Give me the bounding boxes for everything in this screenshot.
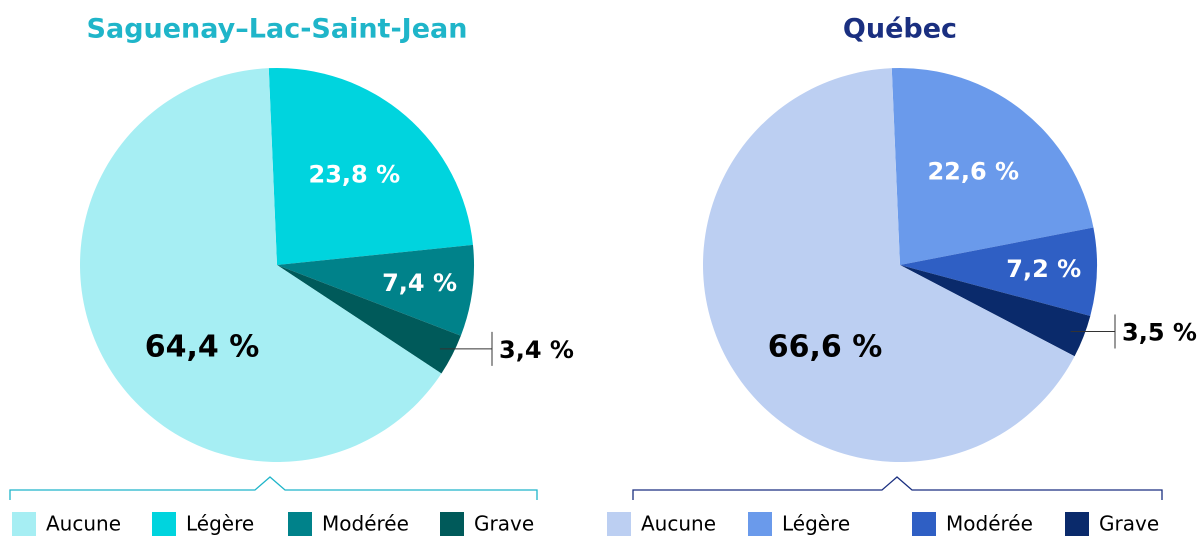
chart-title: Québec <box>843 14 957 45</box>
pie-slice <box>900 265 1091 357</box>
data-label: 7,2 % <box>1006 255 1081 283</box>
pie-slice <box>277 244 475 336</box>
data-label: 23,8 % <box>309 161 401 189</box>
data-label: 22,6 % <box>927 157 1019 185</box>
pie-slice <box>277 265 461 374</box>
legend-label: Grave <box>474 512 534 536</box>
pie-slice <box>268 68 473 266</box>
legend-label: Modérée <box>946 512 1033 536</box>
legend-bracket <box>9 476 538 500</box>
chart-title: Saguenay–Lac-Saint-Jean <box>87 14 468 45</box>
legend-bracket <box>632 476 1163 500</box>
pie-slice <box>891 68 1094 265</box>
legend-swatch <box>607 512 631 536</box>
legend-swatch <box>440 512 464 536</box>
data-label: 66,6 % <box>768 330 883 365</box>
data-label: 7,4 % <box>382 269 457 297</box>
data-label: 64,4 % <box>145 330 260 365</box>
pie-slice <box>703 68 1075 463</box>
legend-label: Aucune <box>641 512 716 536</box>
legend-swatch <box>288 512 312 536</box>
pie-slice <box>79 68 442 463</box>
legend-label: Grave <box>1099 512 1159 536</box>
legend-label: Modérée <box>322 512 409 536</box>
legend-label: Légère <box>782 512 850 536</box>
legend-swatch <box>152 512 176 536</box>
legend-swatch <box>12 512 36 536</box>
legend-label: Aucune <box>46 512 121 536</box>
data-label: 3,4 % <box>499 336 574 364</box>
legend-swatch <box>912 512 936 536</box>
pie-slice <box>900 227 1097 316</box>
data-label: 3,5 % <box>1122 319 1197 347</box>
legend-swatch <box>748 512 772 536</box>
legend-swatch <box>1065 512 1089 536</box>
legend-label: Légère <box>186 512 254 536</box>
